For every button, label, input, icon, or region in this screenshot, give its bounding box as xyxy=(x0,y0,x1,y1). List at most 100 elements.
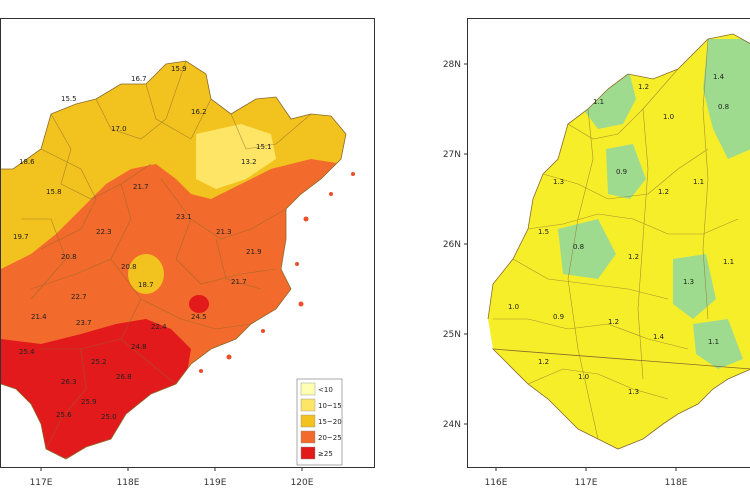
x-tick-label: 120E xyxy=(291,478,314,488)
legend-swatch xyxy=(300,398,316,412)
x-tick-label: 116E xyxy=(485,478,508,488)
province-outline xyxy=(0,60,347,460)
station-label: 1.2 xyxy=(628,253,639,261)
station-label: 15.5 xyxy=(61,95,77,103)
y-tick-label: 24N xyxy=(443,420,461,430)
station-label: 16.2 xyxy=(191,108,207,116)
station-label: 21.3 xyxy=(216,228,232,236)
station-label: 24.8 xyxy=(131,343,147,351)
legend: <10 10~15 15~20 20~25 ≥25 xyxy=(296,378,343,466)
station-label: 25.2 xyxy=(91,358,107,366)
province-outline xyxy=(487,33,750,450)
y-tick-label: 27N xyxy=(443,150,461,160)
station-labels: 1.1 1.2 1.0 1.4 0.8 0.9 1.3 1.2 1.1 0.8 … xyxy=(508,73,734,396)
station-label: 26.3 xyxy=(61,378,77,386)
station-label: 1.4 xyxy=(713,73,725,81)
station-labels: 15.5 16.7 15.9 16.2 18.6 15.8 17.0 15.1 … xyxy=(13,65,272,421)
county-borders xyxy=(21,61,312,450)
station-label: 1.0 xyxy=(663,113,674,121)
x-axis: 116E 117E 118E xyxy=(485,467,688,488)
x-tick-label: 117E xyxy=(575,478,598,488)
station-label: 25.9 xyxy=(81,398,97,406)
station-label: 1.2 xyxy=(658,188,669,196)
legend-label: 15~20 xyxy=(318,418,342,426)
x-axis: 117E 118E 119E 120E xyxy=(30,467,314,488)
station-label: 0.9 xyxy=(616,168,627,176)
station-label: 17.0 xyxy=(111,125,127,133)
left-map-panel: 15.5 16.7 15.9 16.2 18.6 15.8 17.0 15.1 … xyxy=(0,18,375,488)
station-label: 1.0 xyxy=(508,303,519,311)
zone-green-east xyxy=(673,254,716,319)
station-label: 15.9 xyxy=(171,65,187,73)
station-label: 1.2 xyxy=(538,358,549,366)
station-label: 1.1 xyxy=(708,338,719,346)
station-label: 23.1 xyxy=(176,213,192,221)
legend-swatch xyxy=(300,446,316,460)
right-map-panel: 1.1 1.2 1.0 1.4 0.8 0.9 1.3 1.2 1.1 0.8 … xyxy=(443,18,750,488)
station-label: 1.4 xyxy=(653,333,665,341)
station-label: 1.3 xyxy=(553,178,564,186)
station-label: 15.8 xyxy=(46,188,62,196)
y-tick-label: 26N xyxy=(443,240,461,250)
station-label: 20.8 xyxy=(121,263,137,271)
station-label: 0.8 xyxy=(573,243,584,251)
zone-ge25-center xyxy=(189,295,209,313)
station-label: 1.1 xyxy=(693,178,704,186)
station-label: 18.7 xyxy=(138,281,154,289)
station-label: 19.7 xyxy=(13,233,29,241)
station-label: 22.3 xyxy=(96,228,112,236)
y-tick-label: 28N xyxy=(443,60,461,70)
station-label: 1.3 xyxy=(683,278,694,286)
station-label: 1.2 xyxy=(638,83,649,91)
zone-15-20-center xyxy=(128,254,164,294)
zone-green-mid xyxy=(606,144,646,199)
x-tick-label: 117E xyxy=(30,478,53,488)
zone-10-15-east xyxy=(196,124,276,189)
zone-green-west xyxy=(558,219,616,279)
y-tick-label: 25N xyxy=(443,330,461,340)
station-label: 26.8 xyxy=(116,373,132,381)
station-label: 23.7 xyxy=(76,319,92,327)
station-label: 25.6 xyxy=(56,411,72,419)
station-label: 1.3 xyxy=(628,388,639,396)
zone-ge25 xyxy=(1,319,191,459)
coastal-islands xyxy=(199,172,355,373)
legend-label: 10~15 xyxy=(318,402,342,410)
station-label: 1.5 xyxy=(538,228,549,236)
station-label: 1.0 xyxy=(578,373,589,381)
station-label: 13.2 xyxy=(241,158,257,166)
station-label: 22.4 xyxy=(151,323,167,331)
station-label: 0.9 xyxy=(553,313,564,321)
legend-label: ≥25 xyxy=(318,450,333,458)
station-label: 21.9 xyxy=(246,248,262,256)
left-map-svg: 15.5 16.7 15.9 16.2 18.6 15.8 17.0 15.1 … xyxy=(0,60,355,488)
station-label: 1.2 xyxy=(608,318,619,326)
station-label: 1.1 xyxy=(593,98,604,106)
station-label: 21.7 xyxy=(231,278,247,286)
station-label: 16.7 xyxy=(131,75,147,83)
station-label: 20.8 xyxy=(61,253,77,261)
station-label: 0.8 xyxy=(718,103,729,111)
station-label: 25.0 xyxy=(101,413,117,421)
station-label: 15.1 xyxy=(256,143,272,151)
station-label: 25.4 xyxy=(19,348,35,356)
station-label: 22.7 xyxy=(71,293,87,301)
county-borders xyxy=(493,38,739,440)
station-label: 21.4 xyxy=(31,313,47,321)
station-label: 21.7 xyxy=(133,183,149,191)
station-label: 18.6 xyxy=(19,158,35,166)
x-tick-label: 118E xyxy=(117,478,140,488)
legend-swatch xyxy=(300,382,316,396)
legend-swatch xyxy=(300,430,316,444)
y-axis: 28N 27N 26N 25N 24N xyxy=(443,60,468,430)
station-label: 1.1 xyxy=(723,258,734,266)
x-tick-label: 118E xyxy=(665,478,688,488)
legend-label: 20~25 xyxy=(318,434,342,442)
legend-swatch xyxy=(300,414,316,428)
zone-green-southeast xyxy=(693,319,743,369)
x-tick-label: 119E xyxy=(204,478,227,488)
station-label: 24.5 xyxy=(191,313,207,321)
right-map-svg: 1.1 1.2 1.0 1.4 0.8 0.9 1.3 1.2 1.1 0.8 … xyxy=(443,33,750,488)
zone-green-northeast xyxy=(703,39,750,159)
legend-label: <10 xyxy=(318,386,333,394)
